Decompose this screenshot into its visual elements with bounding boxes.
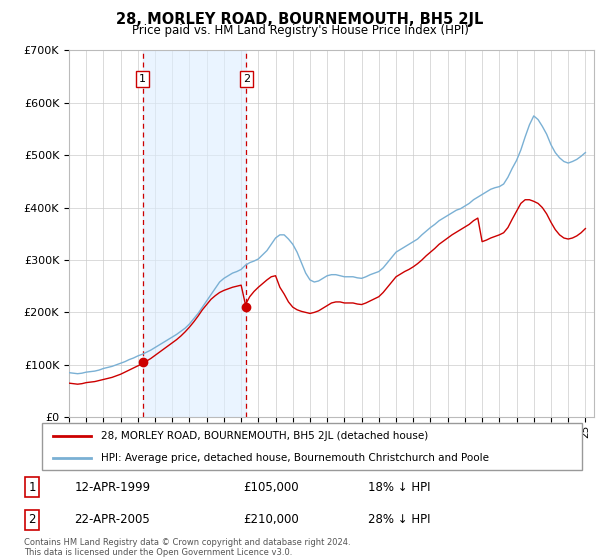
Text: 28, MORLEY ROAD, BOURNEMOUTH, BH5 2JL (detached house): 28, MORLEY ROAD, BOURNEMOUTH, BH5 2JL (d… [101, 431, 428, 441]
Text: 2: 2 [28, 513, 36, 526]
Text: 22-APR-2005: 22-APR-2005 [74, 513, 150, 526]
Text: 1: 1 [28, 481, 36, 494]
Text: £210,000: £210,000 [244, 513, 299, 526]
Text: 12-APR-1999: 12-APR-1999 [74, 481, 151, 494]
Text: 28, MORLEY ROAD, BOURNEMOUTH, BH5 2JL: 28, MORLEY ROAD, BOURNEMOUTH, BH5 2JL [116, 12, 484, 27]
Text: £105,000: £105,000 [244, 481, 299, 494]
Text: Contains HM Land Registry data © Crown copyright and database right 2024.
This d: Contains HM Land Registry data © Crown c… [24, 538, 350, 557]
Bar [143, 50, 247, 417]
FancyBboxPatch shape [42, 423, 582, 470]
Text: 18% ↓ HPI: 18% ↓ HPI [368, 481, 430, 494]
Text: HPI: Average price, detached house, Bournemouth Christchurch and Poole: HPI: Average price, detached house, Bour… [101, 452, 490, 463]
Text: Price paid vs. HM Land Registry's House Price Index (HPI): Price paid vs. HM Land Registry's House … [131, 24, 469, 36]
Text: 1: 1 [139, 74, 146, 84]
Text: 28% ↓ HPI: 28% ↓ HPI [368, 513, 430, 526]
Text: 2: 2 [243, 74, 250, 84]
